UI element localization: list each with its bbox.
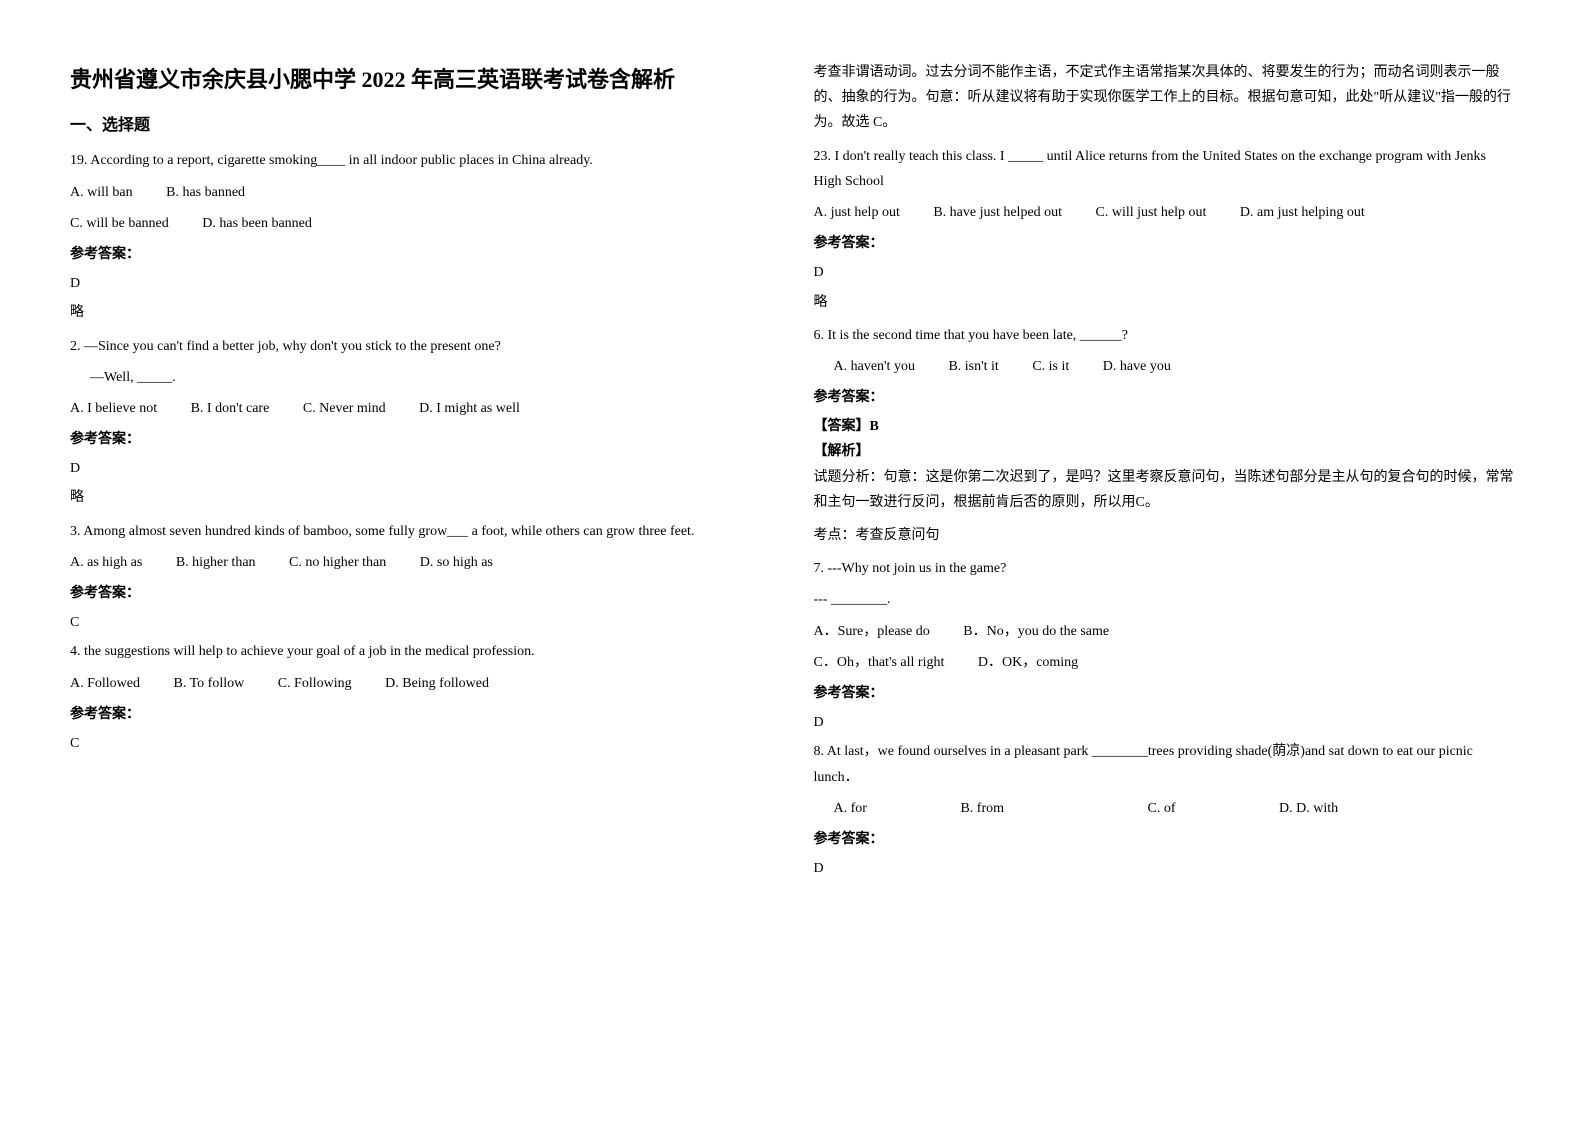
q8-answer: D — [814, 856, 1518, 881]
explain4: 考查非谓语动词。过去分词不能作主语，不定式作主语常指某次具体的、将要发生的行为；… — [814, 60, 1518, 136]
q4-options: A. Followed B. To follow C. Following D.… — [70, 671, 774, 696]
q19-optB: B. has banned — [166, 180, 245, 205]
section-heading: 一、选择题 — [70, 112, 774, 141]
q19-optC: C. will be banned — [70, 211, 169, 236]
right-column: 考查非谓语动词。过去分词不能作主语，不定式作主语常指某次具体的、将要发生的行为；… — [794, 60, 1538, 1062]
q8-stem: 8. At last，we found ourselves in a pleas… — [814, 739, 1518, 789]
q7-options-row1: A．Sure，please do B．No，you do the same — [814, 619, 1518, 644]
q6-explain1: 试题分析：句意：这是你第二次迟到了，是吗？这里考察反意问句，当陈述句部分是主从句… — [814, 465, 1518, 515]
q23-stem: 23. I don't really teach this class. I _… — [814, 144, 1518, 194]
left-column: 贵州省遵义市余庆县小腮中学 2022 年高三英语联考试卷含解析 一、选择题 19… — [50, 60, 794, 1062]
q7-stem: 7. ---Why not join us in the game? — [814, 556, 1518, 581]
q7-options-row2: C．Oh，that's all right D．OK，coming — [814, 650, 1518, 675]
q7-answer-label: 参考答案： — [814, 681, 1518, 706]
q19-options-row2: C. will be banned D. has been banned — [70, 211, 774, 236]
q23-note: 略 — [814, 290, 1518, 315]
q2-note: 略 — [70, 485, 774, 510]
q2-optB: B. I don't care — [191, 396, 270, 421]
q8-optC: C. of — [1148, 796, 1176, 821]
q6-answer-label: 参考答案： — [814, 385, 1518, 410]
q8-optD: D. D. with — [1279, 796, 1338, 821]
q2-line2: —Well, _____. — [70, 365, 774, 390]
q23-optD: D. am just helping out — [1240, 200, 1365, 225]
q4-optB: B. To follow — [174, 671, 245, 696]
q6-ans-title: 【答案】B — [814, 414, 1518, 439]
q7-line2: --- ________. — [814, 587, 1518, 612]
q3-stem: 3. Among almost seven hundred kinds of b… — [70, 519, 774, 544]
q3-optD: D. so high as — [420, 550, 493, 575]
q3-answer-label: 参考答案： — [70, 581, 774, 606]
q4-stem: 4. the suggestions will help to achieve … — [70, 639, 774, 664]
q23-answer: D — [814, 260, 1518, 285]
q7-optD: D．OK，coming — [978, 650, 1078, 675]
q7-answer: D — [814, 710, 1518, 735]
q19-stem: 19. According to a report, cigarette smo… — [70, 148, 774, 173]
q2-answer: D — [70, 456, 774, 481]
q2-optA: A. I believe not — [70, 396, 157, 421]
q19-answer-label: 参考答案： — [70, 242, 774, 267]
q7-optB: B．No，you do the same — [963, 619, 1109, 644]
q8-answer-label: 参考答案： — [814, 827, 1518, 852]
q23-answer-label: 参考答案： — [814, 231, 1518, 256]
q6-options: A. haven't you B. isn't it C. is it D. h… — [814, 354, 1518, 379]
q23-options: A. just help out B. have just helped out… — [814, 200, 1518, 225]
q8-options: A. for B. from C. of D. D. with — [814, 796, 1518, 821]
q2-optD: D. I might as well — [419, 396, 520, 421]
q4-answer-label: 参考答案： — [70, 702, 774, 727]
q4-answer: C — [70, 731, 774, 756]
q3-optA: A. as high as — [70, 550, 142, 575]
q2-optC: C. Never mind — [303, 396, 386, 421]
q6-stem: 6. It is the second time that you have b… — [814, 323, 1518, 348]
q23-optC: C. will just help out — [1096, 200, 1207, 225]
q19-options-row1: A. will ban B. has banned — [70, 180, 774, 205]
q4-optC: C. Following — [278, 671, 352, 696]
q19-optA: A. will ban — [70, 180, 133, 205]
q8-optB: B. from — [960, 796, 1004, 821]
q23-optA: A. just help out — [814, 200, 900, 225]
q6-jiexi: 【解析】 — [814, 439, 1518, 464]
q3-answer: C — [70, 610, 774, 635]
q7-optC: C．Oh，that's all right — [814, 650, 945, 675]
q19-note: 略 — [70, 300, 774, 325]
q2-options: A. I believe not B. I don't care C. Neve… — [70, 396, 774, 421]
q4-optA: A. Followed — [70, 671, 140, 696]
q23-optB: B. have just helped out — [933, 200, 1062, 225]
q2-answer-label: 参考答案： — [70, 427, 774, 452]
q6-optC: C. is it — [1032, 354, 1069, 379]
q3-optB: B. higher than — [176, 550, 256, 575]
q3-optC: C. no higher than — [289, 550, 386, 575]
q19-optD: D. has been banned — [202, 211, 312, 236]
q3-options: A. as high as B. higher than C. no highe… — [70, 550, 774, 575]
q4-optD: D. Being followed — [385, 671, 489, 696]
q6-optD: D. have you — [1103, 354, 1171, 379]
q19-answer: D — [70, 271, 774, 296]
q8-optA: A. for — [834, 796, 867, 821]
q2-stem: 2. —Since you can't find a better job, w… — [70, 334, 774, 359]
q6-explain2: 考点：考查反意问句 — [814, 523, 1518, 548]
q6-optB: B. isn't it — [948, 354, 998, 379]
q7-optA: A．Sure，please do — [814, 619, 930, 644]
page-title: 贵州省遵义市余庆县小腮中学 2022 年高三英语联考试卷含解析 — [70, 60, 774, 100]
q6-optA: A. haven't you — [834, 354, 915, 379]
